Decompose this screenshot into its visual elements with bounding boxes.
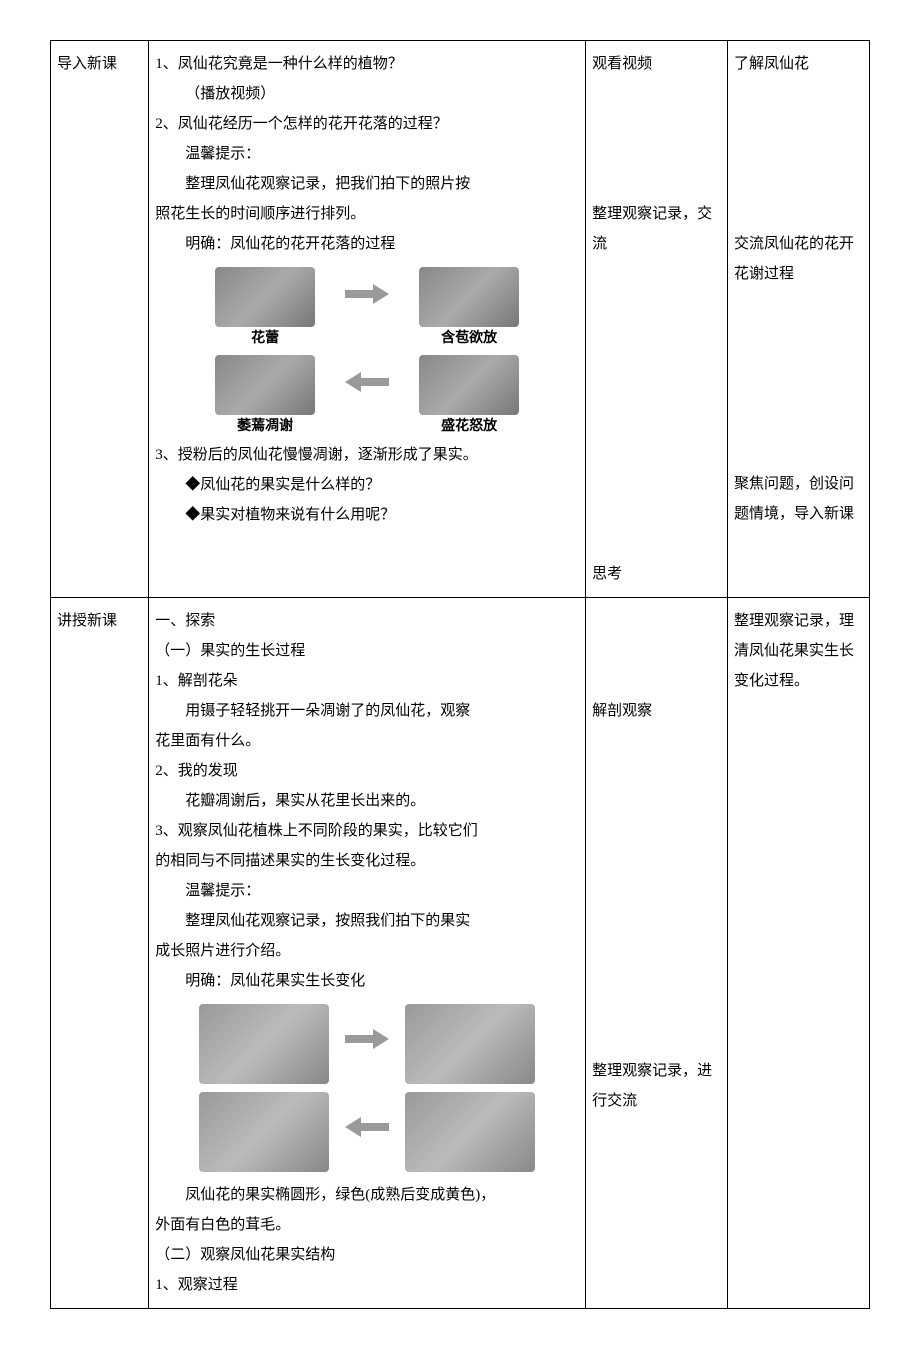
table-row: 讲授新课一、探索（一）果实的生长过程1、解剖花朵用镊子轻轻挑开一朵凋谢了的凤仙花… xyxy=(51,598,870,1309)
fruit-stage2-image xyxy=(405,1004,535,1084)
content-cell: 一、探索（一）果实的生长过程1、解剖花朵用镊子轻轻挑开一朵凋谢了的凤仙花，观察花… xyxy=(149,598,586,1309)
content-line: 2、凤仙花经历一个怎样的花开花落的过程？ xyxy=(155,109,579,139)
content-line: ◆凤仙花的果实是什么样的？ xyxy=(155,470,579,500)
intent-cell: 了解凤仙花交流凤仙花的花开花谢过程聚焦问题，创设问题情境，导入新课 xyxy=(728,41,870,598)
content-line: 外面有白色的茸毛。 xyxy=(155,1210,579,1240)
flower-stage-diagram: 花蕾 含苞欲放萎蔫凋谢 盛花怒放 xyxy=(155,267,579,436)
fruit-stage4-image xyxy=(199,1092,329,1172)
activity-text: 整理观察记录，进行交流 xyxy=(592,1056,721,1116)
content-cell: 1、凤仙花究竟是一种什么样的植物？（播放视频）2、凤仙花经历一个怎样的花开花落的… xyxy=(149,41,586,598)
content-line: 整理凤仙花观察记录，把我们拍下的照片按 xyxy=(155,169,579,199)
activity-text: 整理观察记录，交流 xyxy=(592,199,721,259)
content-line: 1、解剖花朵 xyxy=(155,666,579,696)
student-activity-cell: 解剖观察整理观察记录，进行交流 xyxy=(586,598,728,1309)
content-line: 1、凤仙花究竟是一种什么样的植物？ xyxy=(155,49,579,79)
arrow-left-icon xyxy=(345,1115,389,1150)
arrow-left-icon xyxy=(345,370,389,405)
stage-cell: 讲授新课 xyxy=(51,598,149,1309)
flower-budding-image xyxy=(419,267,519,327)
activity-text: 思考 xyxy=(592,559,721,589)
content-line: 花里面有什么。 xyxy=(155,726,579,756)
content-line: （播放视频） xyxy=(155,79,579,109)
content-line: 3、观察凤仙花植株上不同阶段的果实，比较它们 xyxy=(155,816,579,846)
content-line: 花瓣凋谢后，果实从花里长出来的。 xyxy=(155,786,579,816)
stage-cell: 导入新课 xyxy=(51,41,149,598)
content-line: 整理凤仙花观察记录，按照我们拍下的果实 xyxy=(155,906,579,936)
content-line: 用镊子轻轻挑开一朵凋谢了的凤仙花，观察 xyxy=(155,696,579,726)
flower-bud-image xyxy=(215,267,315,327)
activity-text: 解剖观察 xyxy=(592,696,721,726)
flower-wither-label: 萎蔫凋谢 xyxy=(237,417,293,437)
flower-budding-label: 含苞欲放 xyxy=(441,329,497,349)
content-line: 温馨提示： xyxy=(155,876,579,906)
content-line: 1、观察过程 xyxy=(155,1270,579,1300)
content-line: 2、我的发现 xyxy=(155,756,579,786)
lesson-plan-table: 导入新课1、凤仙花究竟是一种什么样的植物？（播放视频）2、凤仙花经历一个怎样的花… xyxy=(50,40,870,1309)
content-line: 明确：凤仙花的花开花落的过程 xyxy=(155,229,579,259)
intent-text: 了解凤仙花 xyxy=(734,49,863,79)
content-line: ◆果实对植物来说有什么用呢？ xyxy=(155,500,579,530)
activity-text: 观看视频 xyxy=(592,49,721,79)
content-line: 成长照片进行介绍。 xyxy=(155,936,579,966)
flower-bloom-image xyxy=(419,355,519,415)
flower-bud-label: 花蕾 xyxy=(251,329,279,349)
fruit-stage1-image xyxy=(199,1004,329,1084)
intent-text: 交流凤仙花的花开花谢过程 xyxy=(734,229,863,289)
flower-wither-image xyxy=(215,355,315,415)
fruit-stage3-image xyxy=(405,1092,535,1172)
table-row: 导入新课1、凤仙花究竟是一种什么样的植物？（播放视频）2、凤仙花经历一个怎样的花… xyxy=(51,41,870,598)
content-line: 温馨提示： xyxy=(155,139,579,169)
content-line: 凤仙花的果实椭圆形，绿色(成熟后变成黄色)， xyxy=(155,1180,579,1210)
content-line: 照花生长的时间顺序进行排列。 xyxy=(155,199,579,229)
flower-bloom-label: 盛花怒放 xyxy=(441,417,497,437)
intent-text: 整理观察记录，理清凤仙花果实生长变化过程。 xyxy=(734,606,863,696)
intent-cell: 整理观察记录，理清凤仙花果实生长变化过程。 xyxy=(728,598,870,1309)
content-line: 明确：凤仙花果实生长变化 xyxy=(155,966,579,996)
content-line: 3、授粉后的凤仙花慢慢凋谢，逐渐形成了果实。 xyxy=(155,440,579,470)
content-line: （二）观察凤仙花果实结构 xyxy=(155,1240,579,1270)
content-line: 的相同与不同描述果实的生长变化过程。 xyxy=(155,846,579,876)
content-line: （一）果实的生长过程 xyxy=(155,636,579,666)
student-activity-cell: 观看视频整理观察记录，交流思考 xyxy=(586,41,728,598)
arrow-right-icon xyxy=(345,1027,389,1062)
content-line: 一、探索 xyxy=(155,606,579,636)
fruit-stage-diagram xyxy=(155,1004,579,1172)
arrow-right-icon xyxy=(345,282,389,317)
intent-text: 聚焦问题，创设问题情境，导入新课 xyxy=(734,469,863,529)
